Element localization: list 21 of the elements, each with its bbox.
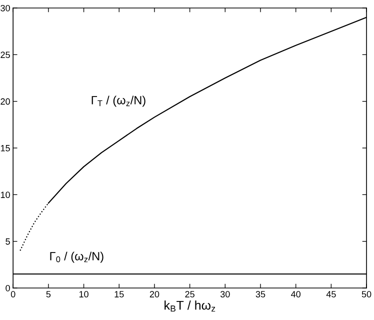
x-tick-label: 10: [79, 291, 88, 298]
x-tick-label: 30: [220, 291, 230, 298]
ref-line-label: Γ$_{0}$ / (ω$_{z}$/N): [50, 252, 104, 263]
x-axis-title: k$_{B}$T / hω$_{z}$: [164, 300, 216, 312]
x-tick-label: 0: [10, 291, 16, 298]
annotation: Γ$_{T}$ / (ω$_{z}$/N): [92, 96, 146, 107]
x-tick-label: 15: [114, 291, 124, 298]
y-tick-label: 0: [6, 284, 10, 292]
y-tick-label: 30: [0, 4, 10, 12]
y-tick-label: 25: [0, 52, 10, 58]
y-tick-label: 10: [0, 192, 10, 198]
x-tick-label: 5: [46, 291, 51, 298]
x-tick-label: 20: [150, 291, 160, 298]
x-tick-label: 25: [185, 291, 194, 298]
x-tick-label: 45: [326, 291, 336, 298]
x-tick-label: 35: [256, 291, 266, 298]
y-tick-label: 5: [6, 238, 10, 245]
x-tick-label: 50: [362, 291, 372, 298]
y-tick-label: 20: [0, 98, 10, 105]
x-tick-label: 40: [291, 291, 300, 298]
y-tick-label: 15: [0, 145, 10, 152]
